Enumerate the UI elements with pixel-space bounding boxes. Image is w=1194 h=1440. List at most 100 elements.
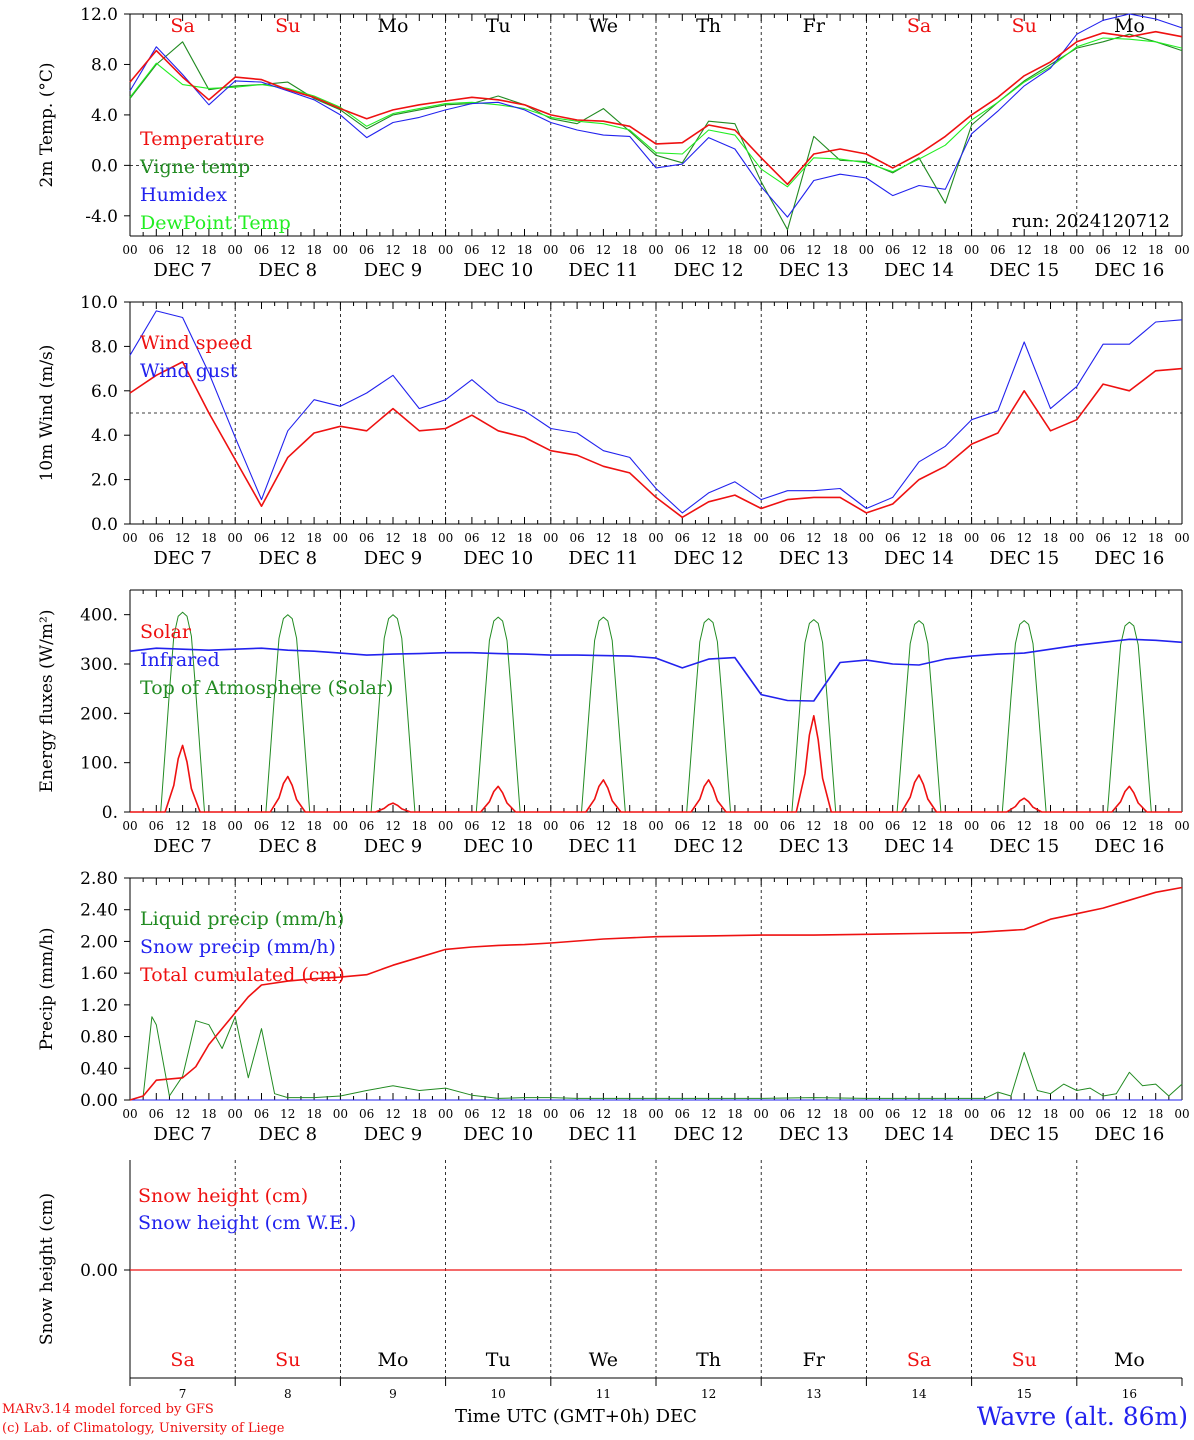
- y-tick-label: 0.40: [80, 1059, 118, 1079]
- solar-curve: [656, 779, 762, 813]
- hour-tick-label: 06: [569, 1107, 584, 1121]
- day-name-label: Su: [1012, 1349, 1037, 1371]
- hour-tick-label: 18: [832, 531, 847, 545]
- hour-tick-label: 06: [359, 1107, 374, 1121]
- temperature-series-line: [129, 13, 1183, 218]
- hour-tick-label: 06: [1095, 1107, 1110, 1121]
- hour-tick-label: 18: [622, 243, 637, 257]
- hour-tick-label: 06: [990, 531, 1005, 545]
- hour-tick-label: 06: [254, 243, 269, 257]
- solar-curve: [971, 797, 1077, 813]
- hour-tick-label: 12: [491, 243, 506, 257]
- hour-tick-label: 00: [438, 531, 453, 545]
- legend-entry: Infrared: [140, 649, 220, 671]
- y-tick-label: 10.0: [80, 293, 118, 313]
- toa-solar-curve: [130, 611, 205, 813]
- hour-tick-label: 18: [1043, 819, 1058, 833]
- hour-tick-label: 12: [1017, 1107, 1032, 1121]
- toa-solar-curve: [1076, 621, 1152, 813]
- date-label: DEC 9: [364, 548, 423, 569]
- hour-tick-label: 00: [228, 819, 243, 833]
- date-label: DEC 9: [364, 1124, 423, 1145]
- hour-tick-label: 00: [754, 243, 769, 257]
- day-name-label: Mo: [1114, 15, 1145, 37]
- date-label: DEC 8: [259, 260, 318, 281]
- hour-tick-label: 06: [675, 819, 690, 833]
- hour-tick-label: 18: [517, 243, 532, 257]
- date-label: DEC 11: [568, 836, 638, 857]
- hour-tick-label: 06: [675, 531, 690, 545]
- hour-tick-label: 18: [1148, 531, 1163, 545]
- date-label: DEC 13: [779, 260, 849, 281]
- y-tick-label: 400.: [80, 606, 118, 626]
- hour-tick-label: 06: [149, 1107, 164, 1121]
- day-name-label: We: [589, 1349, 618, 1371]
- hour-tick-label: 12: [701, 243, 716, 257]
- hour-tick-label: 00: [122, 531, 137, 545]
- solar-curve: [235, 775, 341, 813]
- hour-tick-label: 18: [517, 1107, 532, 1121]
- hour-tick-label: 00: [228, 531, 243, 545]
- y-tick-label: 200.: [80, 704, 118, 724]
- y-tick-label: 2.00: [80, 932, 118, 952]
- hour-tick-label: 00: [1069, 1107, 1084, 1121]
- hour-tick-label: 12: [280, 819, 295, 833]
- hour-tick-label: 12: [175, 1107, 190, 1121]
- date-label: DEC 9: [364, 836, 423, 857]
- day-name-label: Tu: [486, 15, 511, 37]
- legend-entry: Solar: [140, 621, 192, 643]
- model-credit: MARv3.14 model forced by GFS: [2, 1402, 214, 1417]
- hour-tick-label: 00: [333, 243, 348, 257]
- hour-tick-label: 12: [385, 1107, 400, 1121]
- hour-tick-label: 06: [1095, 819, 1110, 833]
- hour-tick-label: 06: [990, 243, 1005, 257]
- hour-tick-label: 12: [385, 243, 400, 257]
- hour-tick-label: 18: [938, 531, 953, 545]
- hour-tick-label: 06: [359, 243, 374, 257]
- hour-tick-label: 18: [832, 243, 847, 257]
- date-number-label: 14: [911, 1387, 927, 1401]
- snow-panel: 7 8 9 10 11 12 13 14 15 16 0.00 Snow height (cm) Sno…: [37, 1160, 1183, 1401]
- hour-tick-label: 00: [122, 243, 137, 257]
- date-label: DEC 12: [674, 836, 744, 857]
- day-name-label: Sa: [170, 1349, 194, 1371]
- hour-tick-label: 12: [491, 819, 506, 833]
- hour-tick-label: 18: [622, 819, 637, 833]
- solar-curve: [445, 785, 551, 813]
- hour-tick-label: 00: [648, 243, 663, 257]
- date-label: DEC 10: [463, 260, 533, 281]
- run-label: run: 2024120712: [1012, 211, 1170, 232]
- date-label: DEC 15: [989, 1124, 1059, 1145]
- hour-tick-label: 18: [727, 243, 742, 257]
- hour-tick-label: 18: [412, 819, 427, 833]
- hour-tick-label: 18: [517, 531, 532, 545]
- hour-tick-label: 18: [412, 531, 427, 545]
- hour-tick-label: 00: [648, 819, 663, 833]
- y-tick-label: 2.0: [91, 471, 118, 491]
- hour-tick-label: 18: [1148, 243, 1163, 257]
- hour-tick-label: 12: [1017, 819, 1032, 833]
- y-tick-label: 2.80: [80, 869, 118, 889]
- hour-tick-label: 00: [1069, 243, 1084, 257]
- date-number-label: 16: [1122, 1387, 1137, 1401]
- station-name: Wavre (alt. 86m): [976, 1402, 1188, 1431]
- y-tick-label: 0.0: [91, 515, 118, 535]
- date-label: DEC 15: [989, 260, 1059, 281]
- solar-curve: [761, 714, 867, 813]
- y-axis-title: 2m Temp. (°C): [37, 62, 57, 187]
- hour-tick-label: 12: [280, 531, 295, 545]
- hour-tick-label: 12: [1122, 243, 1137, 257]
- hour-tick-label: 18: [306, 243, 321, 257]
- hour-tick-label: 06: [885, 243, 900, 257]
- y-tick-label: 0.0: [91, 156, 118, 176]
- hour-tick-label: 12: [1122, 1107, 1137, 1121]
- hour-tick-label: 00: [964, 1107, 979, 1121]
- date-label: DEC 14: [884, 836, 954, 857]
- hour-tick-label: 12: [175, 243, 190, 257]
- day-name-label: Su: [275, 1349, 300, 1371]
- temperature-series-line: [129, 30, 1183, 186]
- toa-solar-curve: [340, 614, 416, 813]
- y-tick-label: 0.80: [80, 1028, 118, 1048]
- energy-panel: 00 06 12 18 00 06 12 18 00 06 12 18 00 06 12 18 00 06 12 18…: [37, 589, 1190, 857]
- hour-tick-label: 06: [464, 819, 479, 833]
